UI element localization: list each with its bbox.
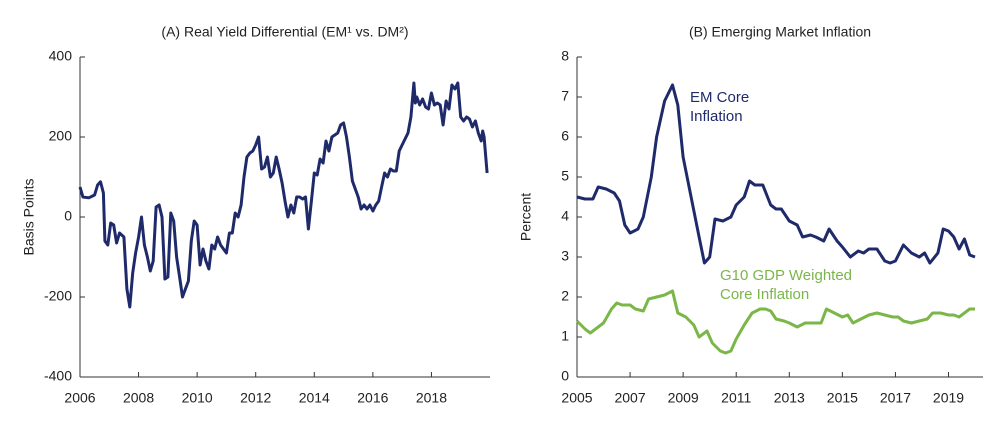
x-tick-label: 2019 [933,390,964,406]
y-tick-label: 5 [561,168,569,184]
x-tick-label: 2010 [182,390,213,406]
x-tick-label: 2007 [614,390,645,406]
series-label: G10 GDP Weighted Core Inflation [720,267,853,303]
x-tick-label: 2012 [240,390,271,406]
series-label: EM Core Inflation [690,89,750,125]
x-tick-label: 2015 [827,390,858,406]
x-tick-label: 2006 [64,390,95,406]
y-axis-label: Percent [518,193,534,241]
y-tick-label: 0 [64,208,72,224]
chart-title: (B) Emerging Market Inflation [689,24,871,40]
y-axis-label: Basis Points [21,178,37,255]
x-tick-label: 2008 [123,390,154,406]
data-line [575,289,975,355]
x-tick-label: 2011 [721,390,751,406]
x-tick-label: 2009 [668,390,699,406]
y-tick-label: 400 [49,48,73,64]
y-tick-label: 2 [561,288,569,304]
chart-title: (A) Real Yield Differential (EM¹ vs. DM²… [161,24,408,40]
x-tick-label: 2017 [880,390,911,406]
y-tick-label: 8 [561,48,569,64]
x-tick-label: 2013 [774,390,805,406]
y-tick-label: 200 [49,128,73,144]
y-tick-label: 6 [561,128,569,144]
y-tick-label: 4 [561,208,569,224]
y-tick-label: 7 [561,88,569,104]
y-tick-label: -400 [44,368,72,384]
x-tick-label: 2005 [561,390,592,406]
x-tick-label: 2018 [416,390,447,406]
y-tick-label: 1 [561,328,569,344]
y-tick-label: -200 [44,288,72,304]
x-tick-label: 2016 [357,390,388,406]
data-line [78,81,489,309]
y-tick-label: 0 [561,368,569,384]
x-tick-label: 2014 [299,390,330,406]
data-line [576,83,976,265]
y-tick-label: 3 [561,248,569,264]
